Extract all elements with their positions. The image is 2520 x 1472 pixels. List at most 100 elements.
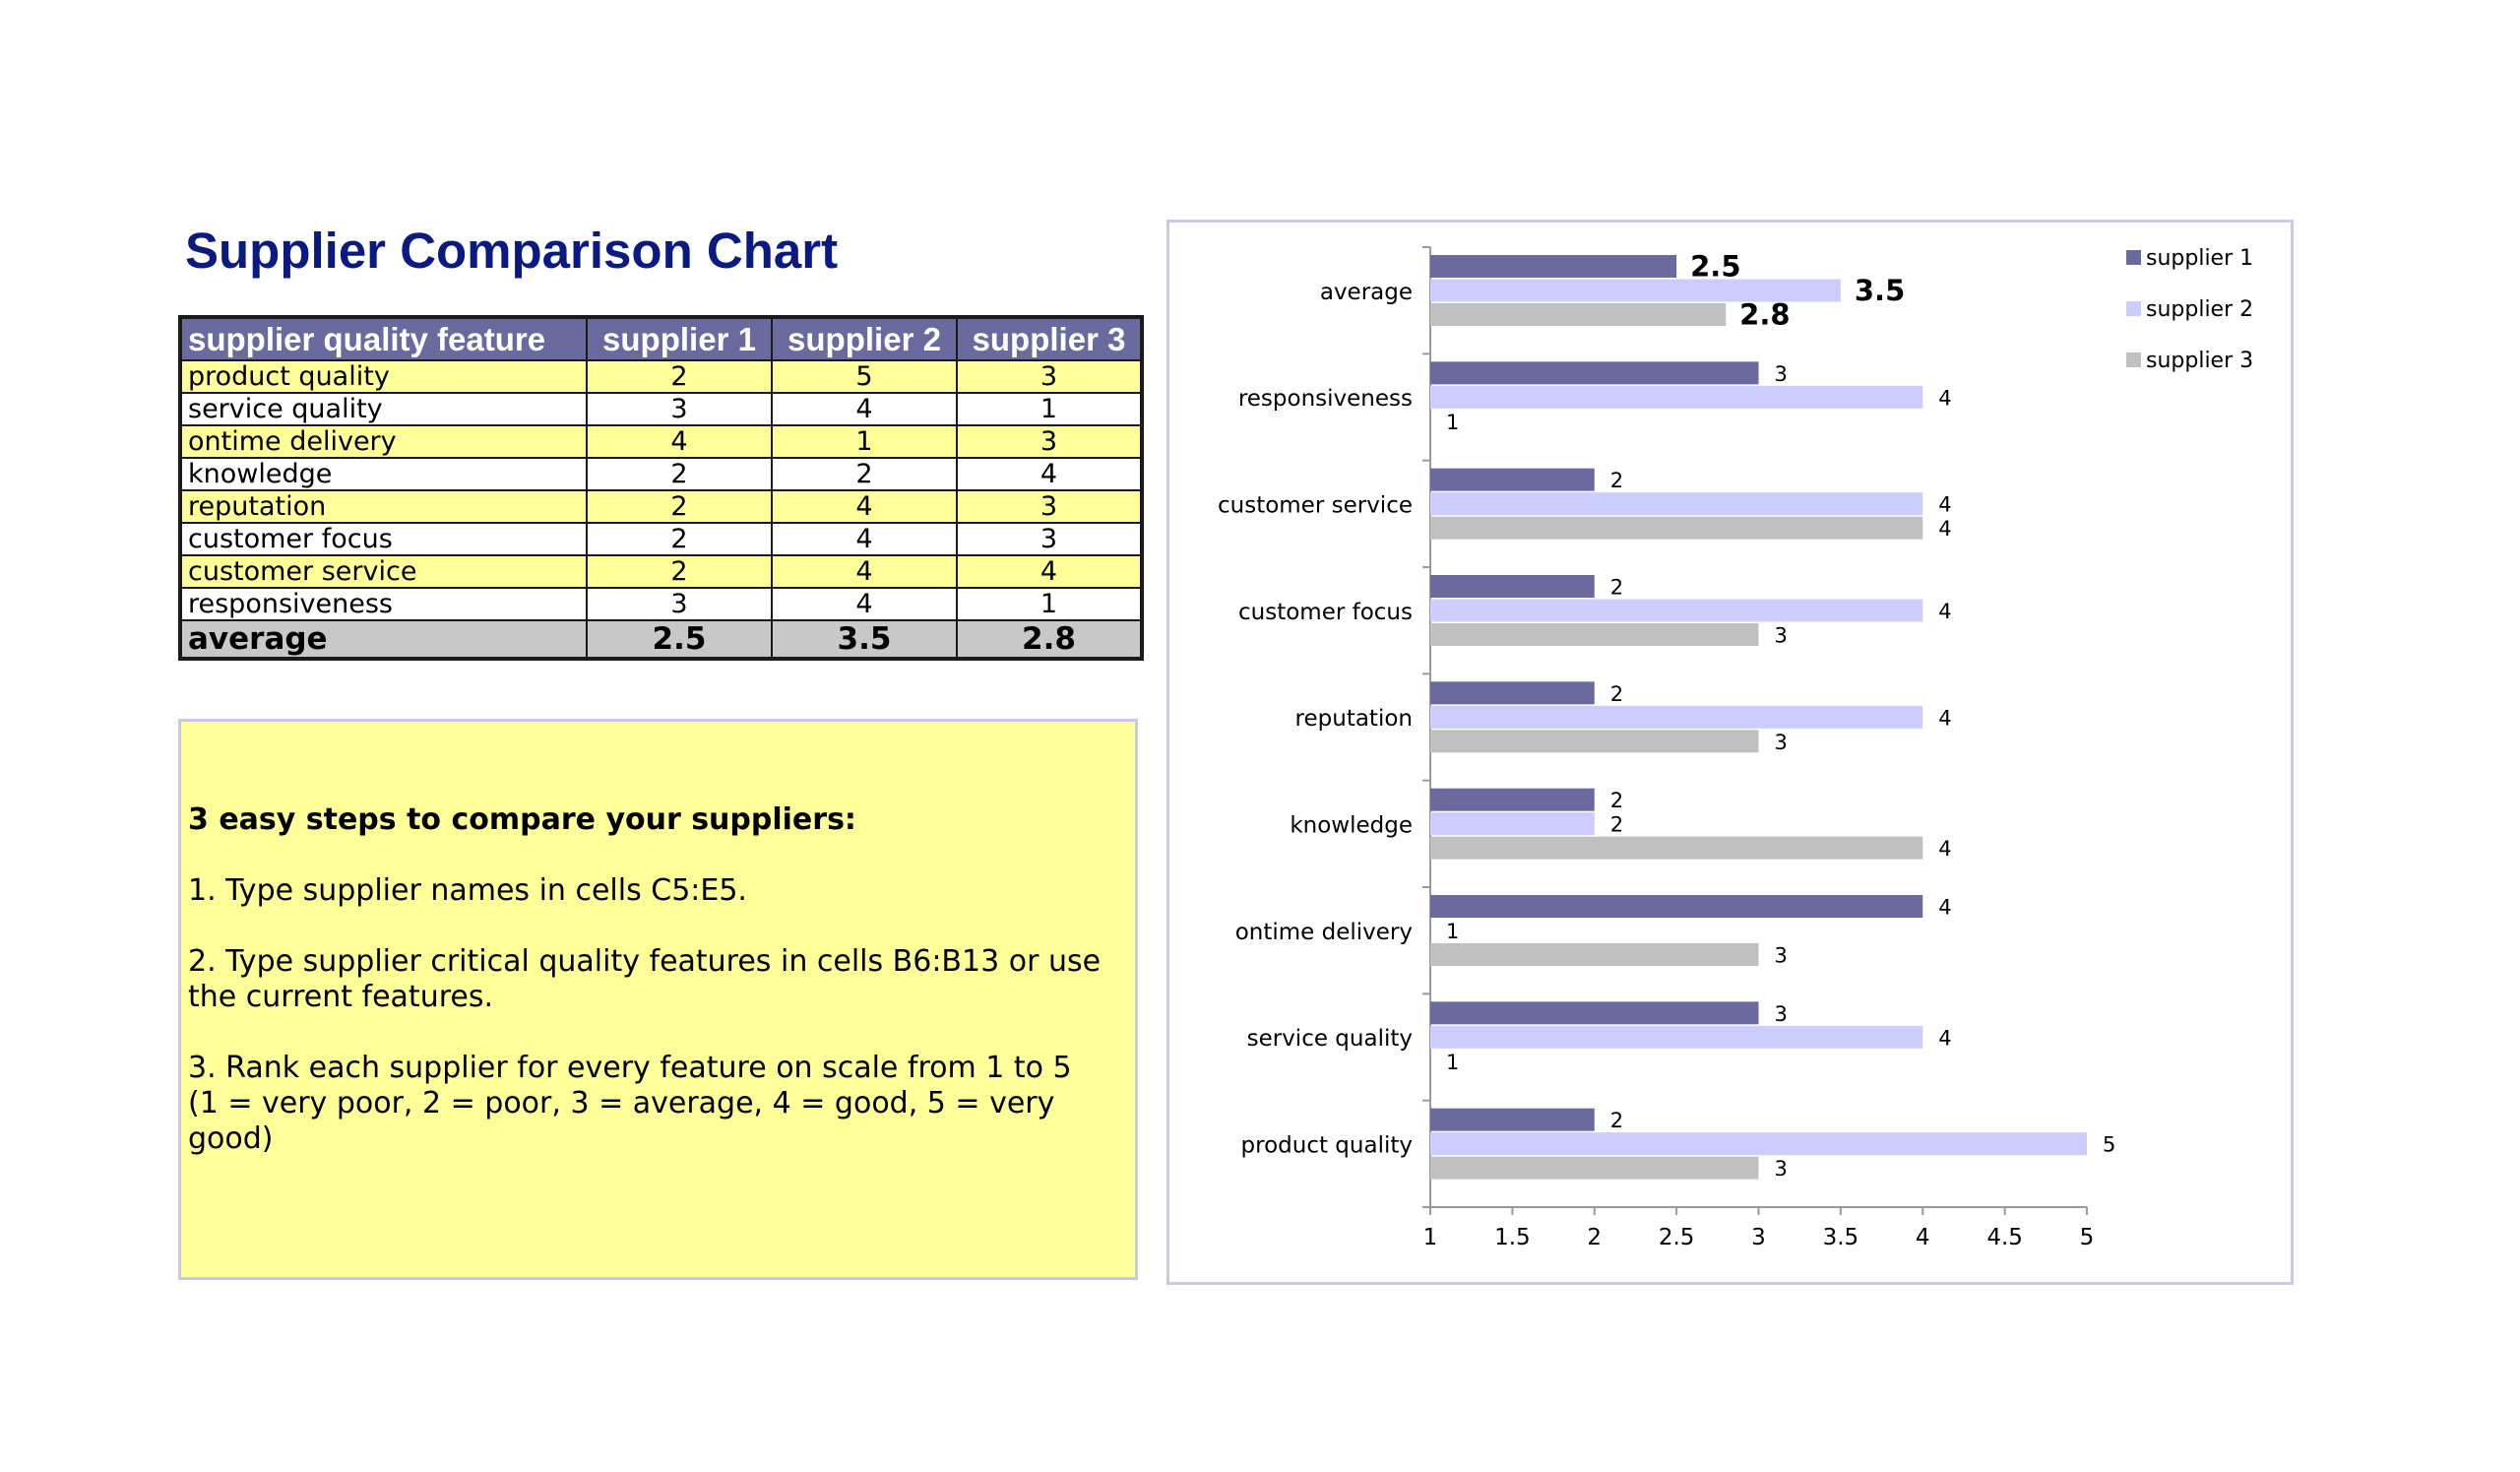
legend-label: supplier 3: [2146, 349, 2253, 373]
score-cell[interactable]: 3: [956, 522, 1143, 556]
x-tick-label: 2: [1587, 1225, 1602, 1250]
score-cell[interactable]: 2: [586, 522, 773, 556]
score-cell[interactable]: 1: [956, 587, 1143, 621]
bar: [1430, 623, 1759, 646]
score-cell[interactable]: 2: [586, 489, 773, 524]
average-cell[interactable]: 2.5: [586, 619, 773, 660]
feature-cell[interactable]: product quality: [179, 359, 588, 394]
header-supplier-3[interactable]: supplier 3: [956, 316, 1143, 361]
score-cell[interactable]: 3: [956, 359, 1143, 394]
category-label: reputation: [1295, 706, 1413, 732]
x-tick-label: 4: [1916, 1225, 1930, 1250]
bar: [1430, 599, 1923, 622]
data-label: 1: [1446, 411, 1459, 434]
table-row: knowledge 2 2 4: [179, 457, 1143, 491]
score-cell[interactable]: 2: [586, 457, 773, 491]
feature-cell[interactable]: customer service: [179, 554, 588, 589]
data-label: 2: [1610, 469, 1623, 492]
data-label: 4: [1938, 600, 1951, 623]
data-label: 3: [1775, 944, 1788, 968]
instruction-step-3: 3. Rank each supplier for every feature …: [188, 1051, 1072, 1085]
legend-label: supplier 1: [2146, 246, 2253, 271]
data-label: 3: [1775, 1002, 1788, 1026]
bar: [1430, 279, 1841, 302]
feature-cell[interactable]: knowledge: [179, 457, 588, 491]
feature-cell[interactable]: reputation: [179, 489, 588, 524]
bar: [1430, 681, 1595, 705]
score-cell[interactable]: 3: [956, 424, 1143, 459]
score-cell[interactable]: 4: [771, 587, 958, 621]
bar: [1430, 303, 1727, 326]
category-label: customer service: [1218, 492, 1413, 518]
average-label-cell[interactable]: average: [179, 619, 588, 660]
score-cell[interactable]: 4: [956, 554, 1143, 589]
legend-label: supplier 2: [2146, 297, 2253, 322]
data-label: 2: [1610, 682, 1623, 706]
feature-cell[interactable]: ontime delivery: [179, 424, 588, 459]
table-row: service quality 3 4 1: [179, 392, 1143, 426]
category-label: service quality: [1247, 1026, 1413, 1052]
feature-cell[interactable]: customer focus: [179, 522, 588, 556]
header-supplier-1[interactable]: supplier 1: [586, 316, 773, 361]
bar: [1430, 705, 1923, 729]
bar: [1430, 812, 1595, 836]
category-label: product quality: [1241, 1132, 1413, 1158]
instructions-box: 3 easy steps to compare your suppliers: …: [178, 719, 1138, 1280]
average-row: average 2.5 3.5 2.8: [179, 619, 1143, 660]
score-cell[interactable]: 4: [771, 392, 958, 426]
data-label: 3: [1775, 1157, 1788, 1181]
supplier-table: supplier quality feature supplier 1 supp…: [178, 315, 1144, 661]
data-label: 1: [1446, 1051, 1459, 1074]
table-header-row: supplier quality feature supplier 1 supp…: [179, 316, 1143, 361]
bar: [1430, 943, 1759, 966]
header-supplier-2[interactable]: supplier 2: [771, 316, 958, 361]
score-cell[interactable]: 4: [956, 457, 1143, 491]
score-cell[interactable]: 1: [771, 424, 958, 459]
data-label: 4: [1938, 517, 1951, 541]
data-label: 2.8: [1739, 298, 1790, 332]
score-cell[interactable]: 4: [771, 554, 958, 589]
bar: [1430, 836, 1923, 860]
category-label: average: [1320, 280, 1413, 305]
legend-swatch: [2126, 301, 2141, 316]
score-cell[interactable]: 1: [956, 392, 1143, 426]
average-cell[interactable]: 2.8: [956, 619, 1143, 660]
bar: [1430, 468, 1595, 491]
data-label: 3: [1775, 362, 1788, 386]
table-row: customer focus 2 4 3: [179, 522, 1143, 556]
score-cell[interactable]: 2: [586, 554, 773, 589]
score-cell[interactable]: 3: [586, 587, 773, 621]
data-label: 2: [1610, 1109, 1623, 1132]
score-cell[interactable]: 4: [771, 522, 958, 556]
table-row: product quality 2 5 3: [179, 359, 1143, 394]
score-cell[interactable]: 2: [771, 457, 958, 491]
header-feature[interactable]: supplier quality feature: [179, 316, 588, 361]
feature-cell[interactable]: service quality: [179, 392, 588, 426]
score-cell[interactable]: 5: [771, 359, 958, 394]
instructions-heading: 3 easy steps to compare your suppliers:: [188, 802, 856, 837]
x-tick-label: 5: [2080, 1225, 2095, 1250]
x-tick-label: 3: [1751, 1225, 1766, 1250]
average-cell[interactable]: 3.5: [771, 619, 958, 660]
bar-chart: 1 1.5 2 2.5 3 3.5 4 4.5 5 average 2.5 3.5 2.8 respons…: [1218, 246, 2253, 1250]
score-cell[interactable]: 3: [586, 392, 773, 426]
score-cell[interactable]: 3: [956, 489, 1143, 524]
data-label: 4: [1938, 386, 1951, 410]
bar: [1430, 1025, 1923, 1049]
score-cell[interactable]: 4: [586, 424, 773, 459]
page-title: Supplier Comparison Chart: [185, 223, 839, 279]
chart-frame[interactable]: 1 1.5 2 2.5 3 3.5 4 4.5 5 average 2.5 3.5 2.8 respons…: [1166, 220, 2294, 1285]
bar: [1430, 1132, 2087, 1156]
data-label: 4: [1938, 1026, 1951, 1050]
category-label: knowledge: [1290, 812, 1413, 838]
bar: [1430, 895, 1923, 918]
legend-swatch: [2126, 250, 2141, 265]
data-label: 2: [1610, 789, 1623, 812]
bar: [1430, 492, 1923, 516]
data-label: 3: [1775, 624, 1788, 648]
bar: [1430, 516, 1923, 540]
score-cell[interactable]: 4: [771, 489, 958, 524]
x-tick-label: 3.5: [1823, 1225, 1859, 1250]
score-cell[interactable]: 2: [586, 359, 773, 394]
feature-cell[interactable]: responsiveness: [179, 587, 588, 621]
